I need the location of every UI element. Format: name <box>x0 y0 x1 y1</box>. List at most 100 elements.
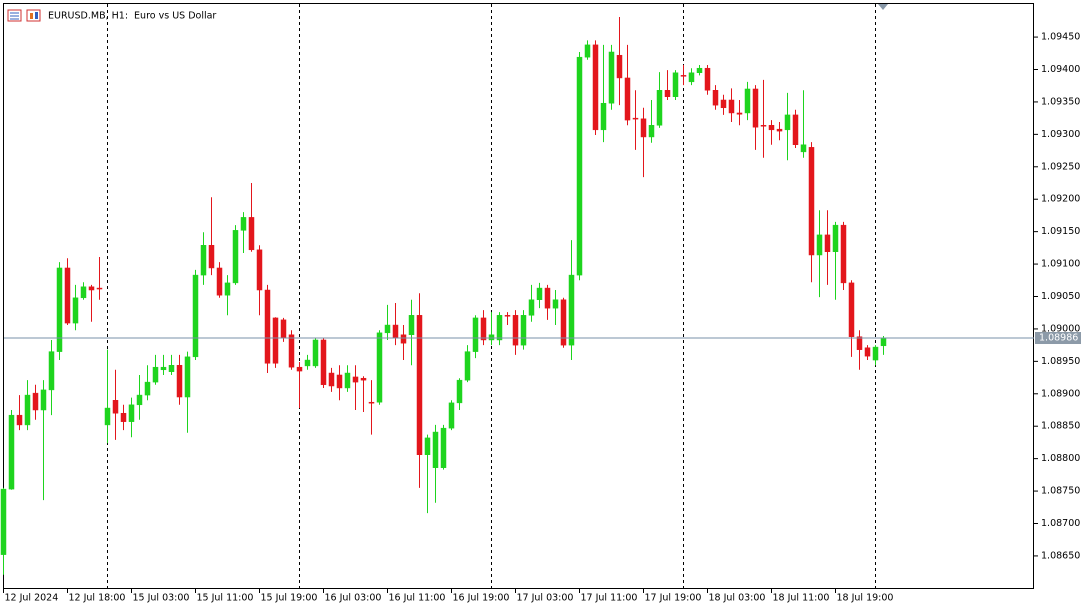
candle-body <box>272 317 279 364</box>
candle-body <box>608 51 615 104</box>
candle-body <box>168 364 175 372</box>
candle-body <box>880 337 887 347</box>
candle-body <box>32 392 39 411</box>
candle-body <box>296 366 303 372</box>
candle-body <box>560 299 567 346</box>
candle-body <box>208 245 215 269</box>
candle-body <box>504 315 511 317</box>
shift-marker <box>878 4 888 10</box>
y-tick-label: 1.08850 <box>1041 421 1080 432</box>
candle-body <box>280 319 287 339</box>
candle-body <box>472 317 479 352</box>
candle-body <box>152 366 159 383</box>
candle-body <box>360 377 367 381</box>
candle-body <box>520 315 527 346</box>
candle-body <box>408 315 415 336</box>
candle-body <box>600 102 607 131</box>
y-tick-label: 1.08900 <box>1041 388 1080 399</box>
candle-body <box>680 75 687 77</box>
candle-body <box>728 99 735 114</box>
x-tick-label: 17 Jul 11:00 <box>581 593 638 604</box>
candle-body <box>528 299 535 316</box>
candle-body <box>800 144 807 153</box>
candle-body <box>56 267 63 352</box>
candle-body <box>744 88 751 114</box>
candle-body <box>584 44 591 58</box>
y-tick-label: 1.09150 <box>1041 226 1080 237</box>
candle-body <box>448 402 455 429</box>
candle-body <box>624 77 631 121</box>
candle-body <box>616 54 623 79</box>
x-tick-label: 12 Jul 18:00 <box>69 593 126 604</box>
candle-body <box>8 414 15 490</box>
candle-body <box>592 44 599 131</box>
candle-body <box>192 274 199 358</box>
candle-body <box>200 245 207 276</box>
y-tick-label: 1.09200 <box>1041 194 1080 205</box>
candle-body <box>656 90 663 126</box>
candle-body <box>0 488 7 555</box>
candle-body <box>816 234 823 256</box>
candle-body <box>40 389 47 411</box>
candle-body <box>248 217 255 251</box>
candle-body <box>544 287 551 309</box>
y-tick-label: 1.08650 <box>1041 550 1080 561</box>
y-tick-label: 1.09300 <box>1041 129 1080 140</box>
candle-body <box>72 297 79 324</box>
candle-body <box>120 412 127 422</box>
candle-body <box>344 372 351 389</box>
candle-body <box>480 317 487 341</box>
candle-body <box>640 118 647 138</box>
y-tick-label: 1.09000 <box>1041 323 1080 334</box>
candle-body <box>256 249 263 291</box>
candle-body <box>96 287 103 290</box>
candle-body <box>552 299 559 309</box>
candle-body <box>856 336 863 350</box>
candle-body <box>400 334 407 344</box>
last-price-label: 1.08986 <box>1039 333 1078 344</box>
candle-body <box>760 125 767 127</box>
x-tick-label: 18 Jul 19:00 <box>837 593 894 604</box>
icon <box>26 9 41 22</box>
candle-body <box>160 366 167 371</box>
candle-body <box>704 67 711 91</box>
candle-body <box>288 334 295 368</box>
candle-body <box>392 324 399 339</box>
y-tick-label: 1.08700 <box>1041 518 1080 529</box>
candle-body <box>80 286 87 299</box>
candle-body <box>672 72 679 97</box>
candle-body <box>24 394 31 426</box>
candle-body <box>368 401 375 404</box>
candle-body <box>304 359 311 367</box>
candle-body <box>336 374 343 389</box>
candle-body <box>840 224 847 284</box>
candle-body <box>112 400 119 414</box>
candle-body <box>872 346 879 361</box>
candle-body <box>136 394 143 406</box>
candle-body <box>768 125 775 131</box>
candle-body <box>240 217 247 231</box>
last-price-box <box>1035 332 1081 345</box>
candle-body <box>264 289 271 364</box>
candle-body <box>848 282 855 337</box>
plot-frame <box>3 3 1034 589</box>
candle-body <box>736 112 743 115</box>
candle-body <box>224 282 231 296</box>
x-tick-label: 16 Jul 19:00 <box>453 593 510 604</box>
candle-body <box>792 114 799 145</box>
y-tick-label: 1.08800 <box>1041 453 1080 464</box>
candle-body <box>776 128 783 132</box>
candle-body <box>88 286 95 291</box>
candle-body <box>312 339 319 367</box>
candle-body <box>424 437 431 455</box>
y-tick-label: 1.09100 <box>1041 259 1080 270</box>
candle-body <box>376 332 383 403</box>
y-tick-label: 1.09350 <box>1041 96 1080 107</box>
candle-body <box>384 324 391 334</box>
candle-body <box>832 224 839 252</box>
y-tick-label: 1.09050 <box>1041 291 1080 302</box>
candle-body <box>864 347 871 357</box>
candle-body <box>568 274 575 346</box>
